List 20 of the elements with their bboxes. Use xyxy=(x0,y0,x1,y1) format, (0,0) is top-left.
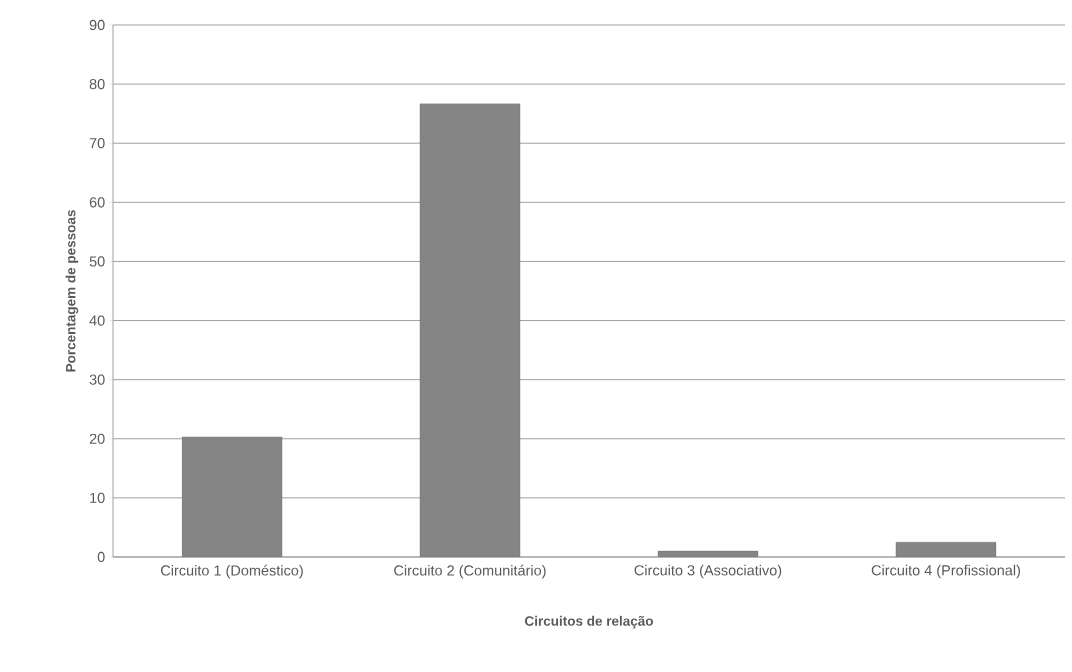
y-tick-label: 40 xyxy=(89,315,105,326)
bar xyxy=(181,436,283,557)
x-tick-label: Circuito 2 (Comunitário) xyxy=(394,564,546,579)
y-tick-label: 70 xyxy=(89,138,105,149)
bar xyxy=(657,550,759,557)
x-tick-label: Circuito 4 (Profissional) xyxy=(871,564,1020,579)
y-tick-label: 60 xyxy=(89,197,105,208)
y-tick-label: 80 xyxy=(89,78,105,90)
y-tick-label: 90 xyxy=(89,19,105,31)
x-tick-label: Circuito 1 (Doméstico) xyxy=(161,564,303,579)
y-tick-label: 30 xyxy=(89,374,105,385)
y-tick-label: 50 xyxy=(89,256,105,267)
bar xyxy=(895,542,997,557)
y-tick-label: 10 xyxy=(90,492,105,504)
y-tick-label: 0 xyxy=(97,551,105,563)
y-axis-title: Porcentagem de pessoas xyxy=(65,210,79,372)
x-tick-label: Circuito 3 (Associativo) xyxy=(634,564,782,579)
bar xyxy=(419,103,521,557)
y-tick-label: 20 xyxy=(89,433,105,444)
x-axis-title: Circuitos de relação xyxy=(525,615,653,629)
